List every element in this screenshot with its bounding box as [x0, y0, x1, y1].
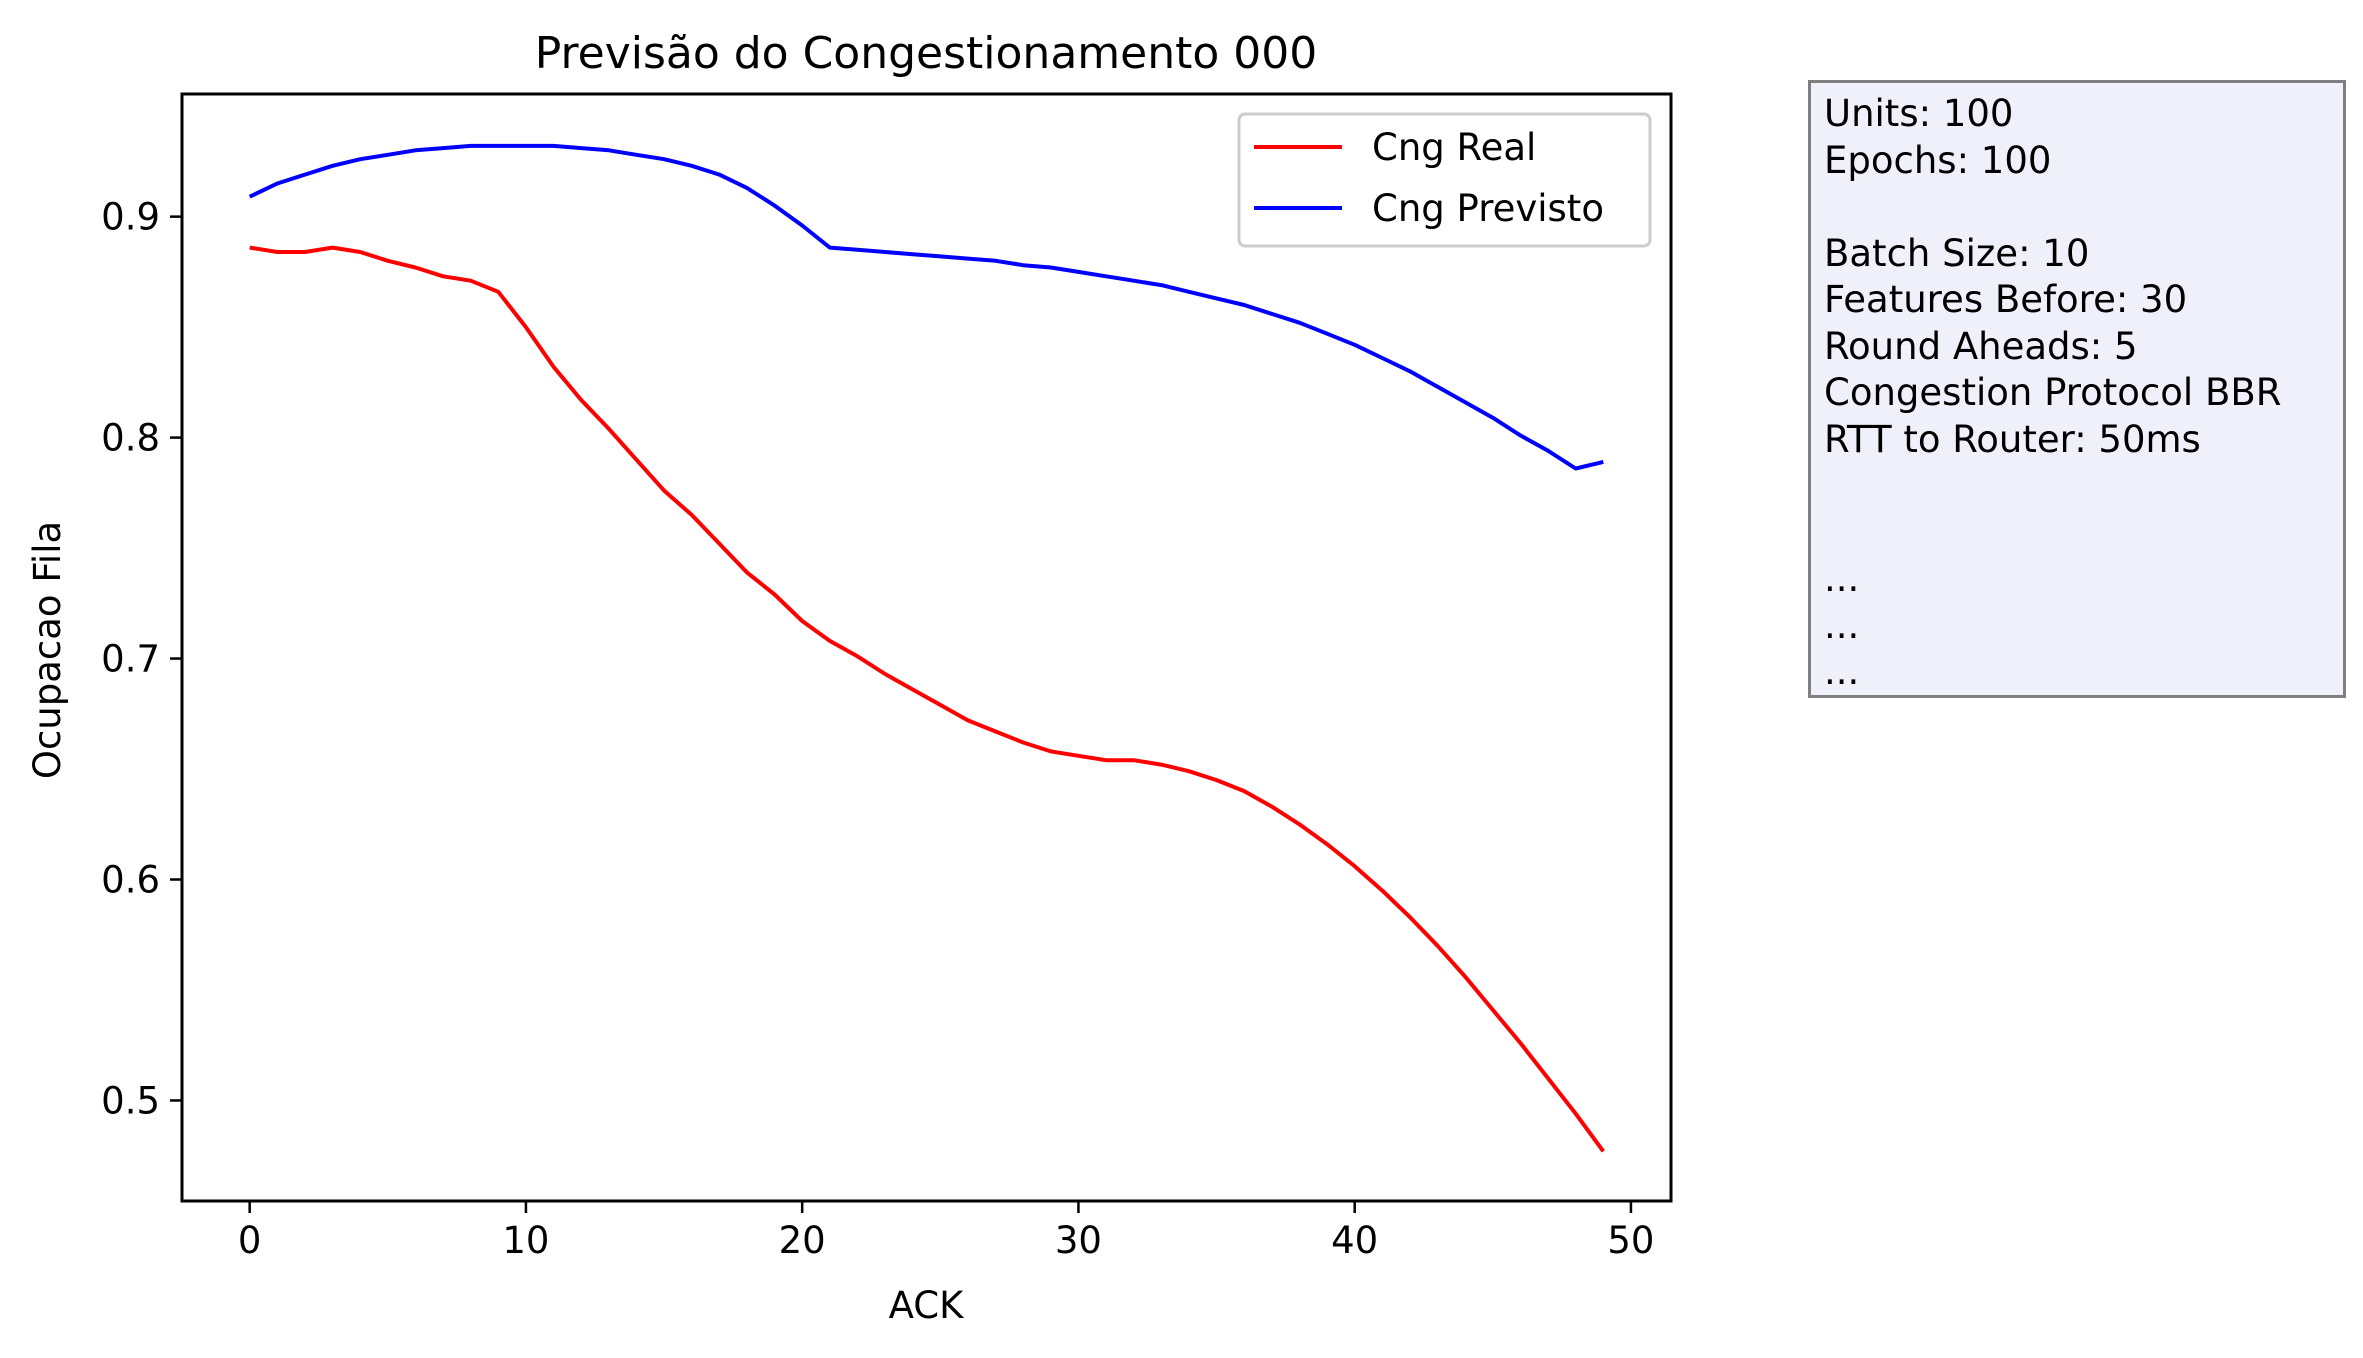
param-line: Congestion Protocol BBR — [1824, 371, 2282, 414]
param-line: Features Before: 30 — [1824, 278, 2188, 321]
plot-area — [248, 143, 1605, 1153]
x-tick-label: 20 — [779, 1219, 826, 1262]
legend-label-real: Cng Real — [1372, 126, 1536, 169]
param-line — [1824, 510, 2343, 557]
y-tick-label: 0.5 — [101, 1079, 160, 1122]
legend-label-previsto: Cng Previsto — [1372, 187, 1604, 230]
param-line: ... — [1824, 557, 1860, 600]
chart-title: Previsão do Congestionamento 000 — [535, 28, 1318, 79]
param-line: Batch Size: 10 — [1824, 231, 2090, 275]
param-line: Round Aheads: 5 — [1824, 324, 2138, 368]
x-tick-label: 50 — [1607, 1219, 1654, 1262]
y-axis-label: Ocupacao Fila — [26, 521, 69, 779]
series-line-cng-real — [249, 245, 1605, 1153]
x-axis-label: ACK — [889, 1284, 965, 1327]
x-tick-label: 10 — [502, 1219, 549, 1262]
legend: Cng Real Cng Previsto — [1237, 112, 1652, 248]
param-line: Epochs: 100 — [1824, 138, 2052, 182]
param-line: ... — [1824, 650, 1860, 693]
y-tick-label: 0.7 — [101, 638, 160, 681]
param-line — [1824, 463, 2343, 510]
x-tick-label: 0 — [238, 1219, 262, 1262]
series-line-cng-previsto — [248, 143, 1604, 471]
x-axis: 0 10 20 30 40 50 — [238, 1201, 1654, 1262]
x-tick-label: 40 — [1331, 1219, 1378, 1262]
y-tick-label: 0.9 — [101, 196, 160, 239]
param-line — [1824, 184, 2343, 231]
x-tick-label: 30 — [1055, 1219, 1102, 1262]
param-line: ... — [1824, 603, 1860, 647]
y-tick-label: 0.6 — [101, 859, 160, 902]
y-axis: 0.5 0.6 0.7 0.8 0.9 — [101, 196, 182, 1122]
param-line: RTT to Router: 50ms — [1824, 417, 2201, 461]
param-line: Units: 100 — [1824, 92, 2014, 135]
y-tick-label: 0.8 — [101, 417, 160, 460]
parameters-box: Units: 100 Epochs: 100 Batch Size: 10 Fe… — [1808, 80, 2346, 698]
plot-frame — [180, 92, 1673, 1203]
